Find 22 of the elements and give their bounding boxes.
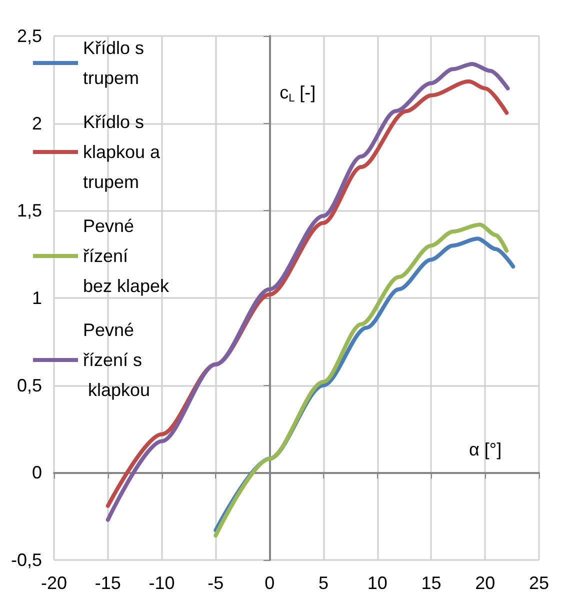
y-tick-label: 0 <box>32 462 42 483</box>
x-tick-label: 20 <box>475 573 496 593</box>
x-tick-label: -20 <box>41 573 68 593</box>
x-tick-label: -10 <box>148 573 175 593</box>
legend-label: Křídlo s trupem <box>83 38 150 88</box>
x-tick-label: 10 <box>367 573 388 593</box>
y-tick-label: -0,5 <box>10 550 42 570</box>
x-tick-label: 25 <box>528 573 550 593</box>
x-tick-label: -15 <box>94 573 121 593</box>
x-tick-label: -5 <box>208 573 224 593</box>
y-tick-label: 1 <box>32 288 42 308</box>
x-axis-title: α [°] <box>469 440 502 460</box>
legend-label: Pevné řízení bez klapek <box>83 216 170 296</box>
legend-label: Křídlo s klapkou a trupem <box>83 112 166 192</box>
x-tick-label: 5 <box>318 573 328 593</box>
y-tick-label: 0,5 <box>16 375 42 396</box>
y-tick-label: 2 <box>32 113 42 134</box>
y-tick-label: 2,5 <box>16 26 42 46</box>
y-tick-label: 1,5 <box>16 200 42 221</box>
legend-label: Pevné řízení s klapkou <box>83 320 150 400</box>
x-tick-label: 0 <box>264 573 275 593</box>
x-tick-label: 15 <box>421 573 442 593</box>
